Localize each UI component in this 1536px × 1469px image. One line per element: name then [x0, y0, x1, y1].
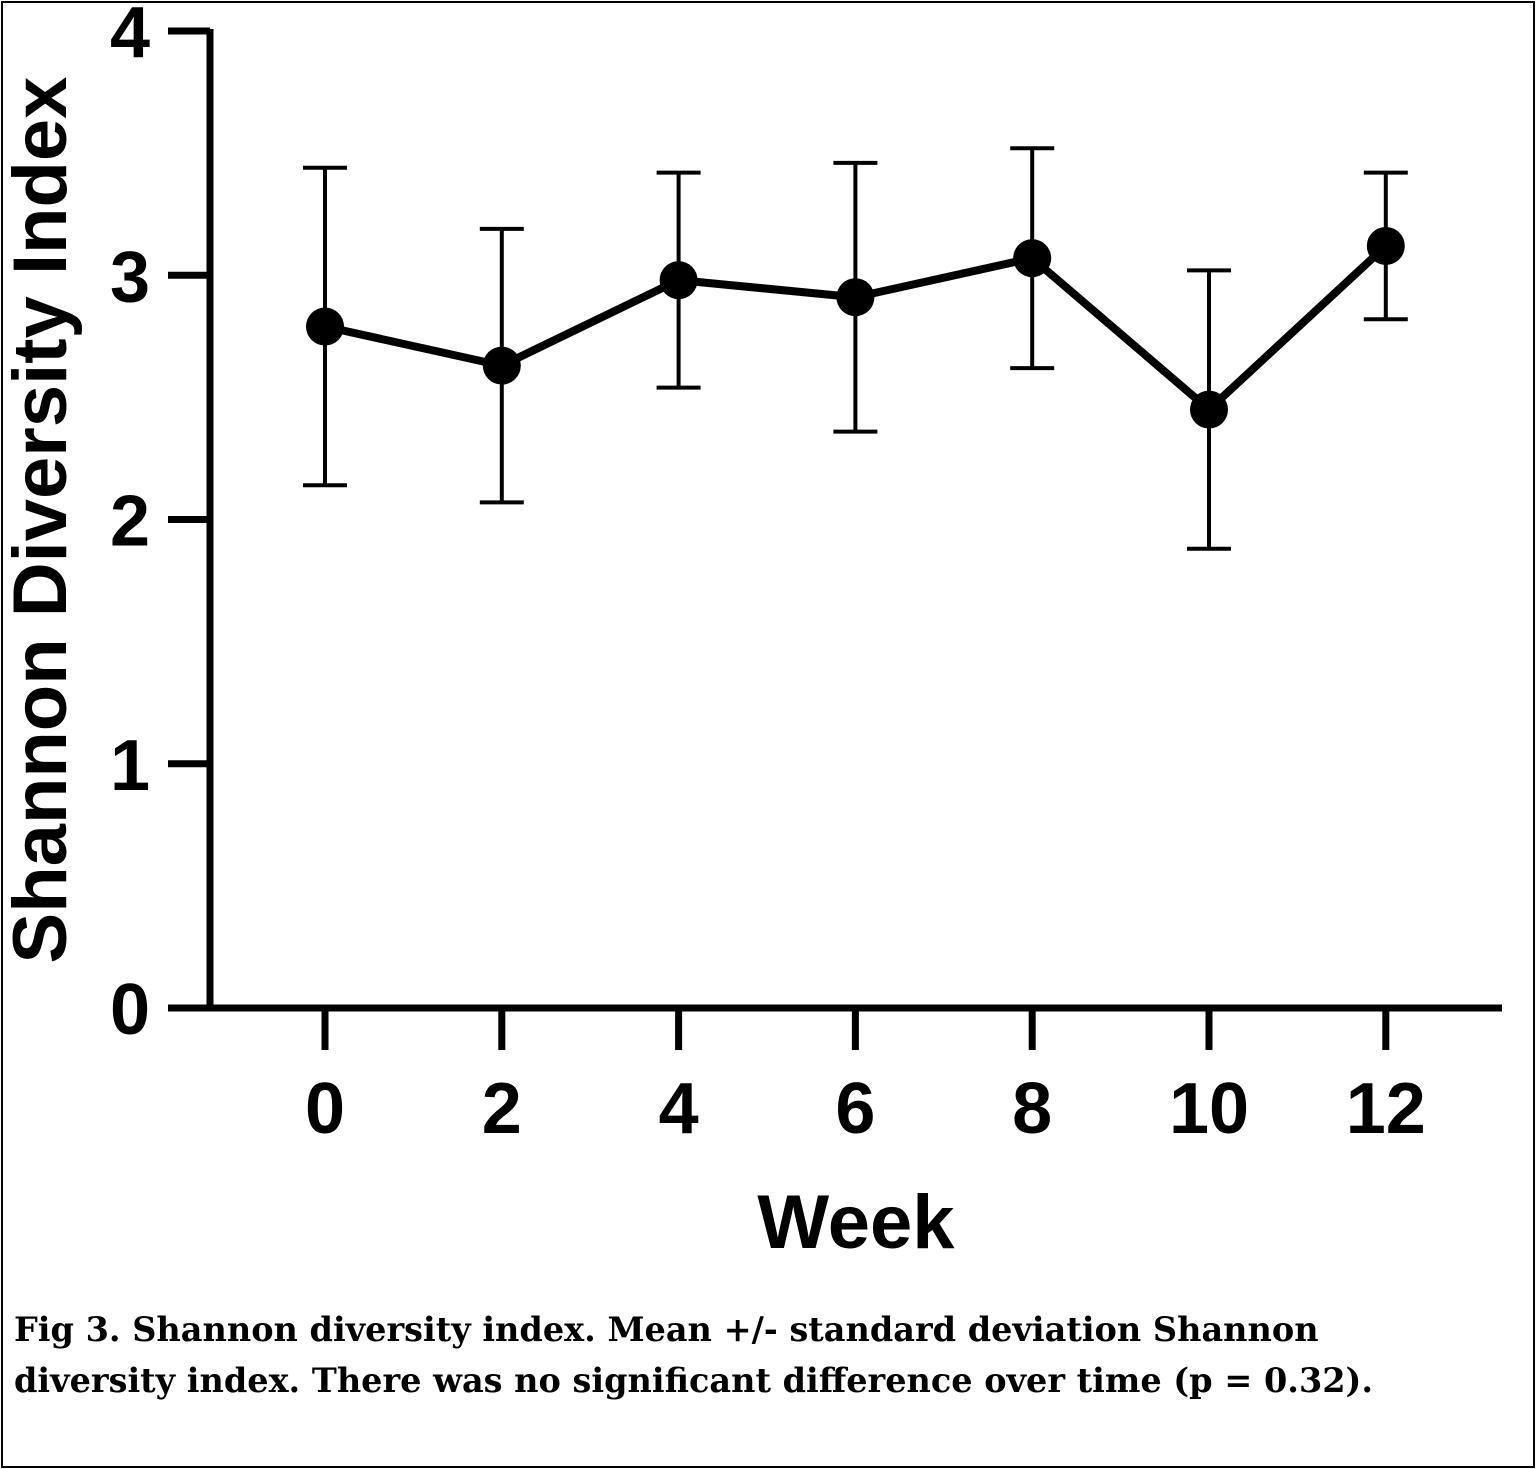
x-tick-label: 12: [1346, 1069, 1426, 1149]
figure-caption: Fig 3. Shannon diversity index. Mean +/-…: [14, 1304, 1530, 1406]
x-axis-title: Week: [757, 1180, 955, 1265]
error-bars: [303, 146, 1408, 551]
x-tick-label: 8: [1012, 1069, 1052, 1149]
data-point: [1013, 239, 1052, 278]
x-tick-label: 4: [659, 1069, 699, 1149]
y-tick-label: 3: [110, 237, 150, 317]
x-tick-label: 2: [482, 1069, 522, 1149]
y-tick-label: 4: [110, 0, 150, 73]
y-tick-label: 1: [110, 726, 150, 806]
x-tick-label: 0: [305, 1069, 345, 1149]
data-points: [306, 226, 1405, 429]
y-tick-label: 0: [110, 970, 150, 1050]
caption-line-2: diversity index. There was no significan…: [14, 1361, 1374, 1400]
axis-labels: Shannon Diversity Index Week: [0, 77, 955, 1265]
x-tick-label: 10: [1169, 1069, 1249, 1149]
data-point: [1190, 390, 1228, 429]
data-point: [306, 307, 344, 346]
data-point: [482, 346, 521, 385]
data-point: [659, 261, 698, 300]
y-axis-title: Shannon Diversity Index: [0, 77, 83, 964]
data-point: [836, 278, 875, 317]
caption-line-1: Fig 3. Shannon diversity index. Mean +/-…: [14, 1310, 1319, 1349]
x-tick-label: 6: [835, 1069, 875, 1149]
data-point: [1366, 226, 1405, 265]
y-tick-label: 2: [110, 482, 150, 562]
